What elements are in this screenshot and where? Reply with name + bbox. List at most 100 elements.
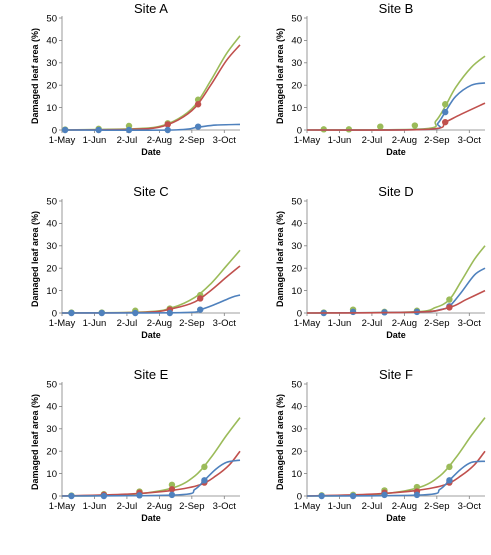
data-point <box>61 126 69 134</box>
x-tick-label: 1-May <box>294 135 321 146</box>
y-tick-label: 0 <box>297 125 302 136</box>
chart-panel: Site E 0 10 20 30 40 50 1-May 1-Jun 2-Jul 2-Aug 2-S… <box>30 367 241 523</box>
data-point <box>166 309 174 317</box>
data-point <box>98 309 105 317</box>
data-point <box>201 477 208 484</box>
y-axis-label: Damaged leaf area (%) <box>30 211 40 307</box>
chart-title: Site A <box>134 1 168 16</box>
y-tick-label: 10 <box>291 469 302 480</box>
data-point <box>377 123 384 130</box>
x-tick-label: 1-May <box>49 501 76 512</box>
y-tick-label: 50 <box>46 13 57 24</box>
x-tick-label: 2-Jul <box>117 501 138 512</box>
x-tick-label: 1-Jun <box>83 501 107 512</box>
x-axis-label: Date <box>141 330 161 340</box>
y-tick-label: 50 <box>46 379 57 390</box>
x-tick-label: 3-Oct <box>213 318 237 329</box>
data-point <box>446 296 453 303</box>
y-axis-label: Damaged leaf area (%) <box>275 394 285 490</box>
y-axis-label: Damaged leaf area (%) <box>30 394 40 490</box>
x-tick-label: 1-May <box>294 318 321 329</box>
chart-title: Site E <box>134 367 169 382</box>
y-tick-label: 30 <box>46 58 57 69</box>
data-point <box>168 486 176 493</box>
x-tick-label: 3-Oct <box>458 135 482 146</box>
y-tick-label: 20 <box>46 81 57 92</box>
x-tick-label: 1-Jun <box>83 318 107 329</box>
data-point <box>442 101 449 108</box>
y-tick-label: 0 <box>52 491 57 502</box>
data-point <box>194 123 202 130</box>
y-tick-label: 40 <box>46 219 57 230</box>
data-point <box>442 108 449 116</box>
series-line <box>306 82 486 131</box>
y-tick-label: 30 <box>46 241 57 252</box>
x-tick-label: 2-Sep <box>179 501 204 512</box>
y-tick-label: 20 <box>291 264 302 275</box>
y-tick-label: 20 <box>46 447 57 458</box>
data-point <box>194 101 202 108</box>
x-tick-label: 2-Jul <box>117 135 138 146</box>
data-point <box>349 308 357 316</box>
y-tick-label: 30 <box>291 424 302 435</box>
x-tick-label: 2-Jul <box>362 501 383 512</box>
y-tick-label: 0 <box>52 125 57 136</box>
data-point <box>197 295 204 302</box>
y-tick-label: 40 <box>291 36 302 47</box>
y-tick-label: 30 <box>46 424 57 435</box>
y-tick-label: 10 <box>46 103 57 114</box>
series-line <box>61 44 241 131</box>
x-tick-label: 1-May <box>294 501 321 512</box>
x-tick-label: 2-Aug <box>392 318 417 329</box>
x-tick-label: 1-Jun <box>83 135 107 146</box>
series-line <box>306 102 486 131</box>
x-tick-label: 1-Jun <box>328 318 352 329</box>
y-tick-label: 40 <box>46 36 57 47</box>
y-tick-label: 50 <box>46 196 57 207</box>
chart-title: Site F <box>379 367 413 382</box>
y-tick-label: 40 <box>291 219 302 230</box>
y-tick-label: 10 <box>291 103 302 114</box>
y-tick-label: 10 <box>291 286 302 297</box>
data-point <box>68 309 75 317</box>
y-tick-label: 30 <box>291 58 302 69</box>
series-line <box>61 249 241 314</box>
data-point <box>446 463 453 471</box>
x-tick-label: 2-Sep <box>179 318 204 329</box>
x-tick-label: 1-May <box>49 135 76 146</box>
y-tick-label: 20 <box>291 81 302 92</box>
y-tick-label: 0 <box>297 491 302 502</box>
x-tick-label: 1-May <box>49 318 76 329</box>
y-tick-label: 10 <box>46 286 57 297</box>
y-axis-label: Damaged leaf area (%) <box>275 28 285 124</box>
y-axis-label: Damaged leaf area (%) <box>275 211 285 307</box>
x-axis-label: Date <box>386 147 406 157</box>
x-tick-label: 2-Jul <box>117 318 138 329</box>
x-axis-label: Date <box>141 147 161 157</box>
data-point <box>197 306 204 313</box>
x-tick-label: 3-Oct <box>213 135 237 146</box>
data-point <box>125 126 133 134</box>
series-line <box>306 450 486 497</box>
y-axis-label: Damaged leaf area (%) <box>30 28 40 124</box>
chart-panel: Site C 0 10 20 30 40 50 1-May 1-Jun 2-Jul 2-Aug 2-S… <box>30 184 241 340</box>
y-tick-label: 0 <box>52 308 57 319</box>
data-point <box>442 118 449 126</box>
data-point <box>349 492 357 500</box>
series-line <box>61 265 241 314</box>
x-axis-label: Date <box>386 330 406 340</box>
x-tick-label: 2-Sep <box>424 501 449 512</box>
data-point <box>132 309 139 317</box>
x-tick-label: 2-Jul <box>362 318 383 329</box>
chart-panel: Site A 0 10 20 30 40 50 1-May 1-Jun 2-Jul 2-Aug 2-S… <box>30 1 241 157</box>
y-tick-label: 40 <box>291 402 302 413</box>
data-point <box>68 492 75 500</box>
chart-title: Site C <box>133 184 168 199</box>
x-tick-label: 2-Aug <box>392 135 417 146</box>
y-tick-label: 50 <box>291 196 302 207</box>
data-point <box>136 492 143 499</box>
x-tick-label: 2-Aug <box>147 318 172 329</box>
y-tick-label: 0 <box>297 308 302 319</box>
y-tick-label: 30 <box>291 241 302 252</box>
